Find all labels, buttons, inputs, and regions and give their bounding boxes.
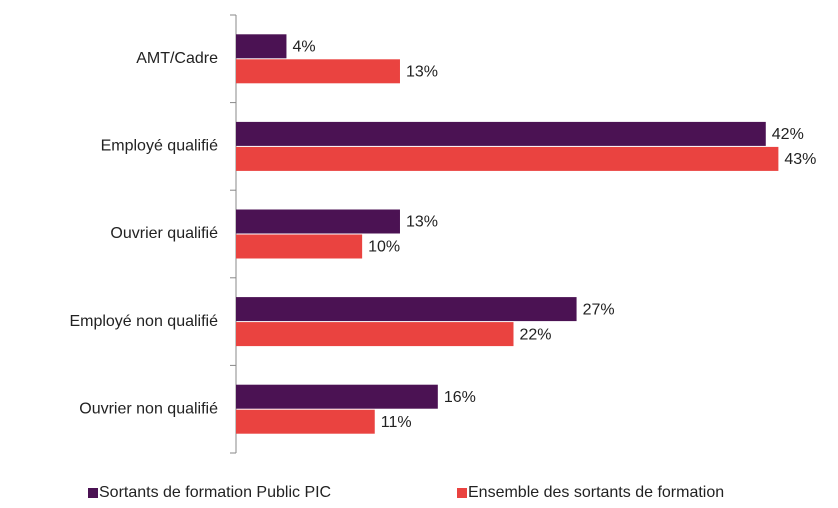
bar [236, 322, 514, 347]
legend-label: Sortants de formation Public PIC [99, 484, 331, 501]
value-label: 43% [784, 151, 816, 168]
value-label: 11% [381, 414, 412, 431]
bar [236, 146, 779, 171]
value-label: 10% [368, 239, 400, 256]
value-label: 42% [772, 126, 804, 143]
bar [236, 59, 400, 84]
bar [236, 409, 375, 434]
category-label: AMT/Cadre [136, 50, 218, 67]
bar [236, 121, 766, 146]
value-label: 27% [583, 301, 615, 318]
legend-swatch [457, 488, 467, 498]
value-label: 13% [406, 64, 438, 81]
category-label: Employé qualifié [101, 138, 219, 155]
legend-swatch [88, 488, 98, 498]
bar [236, 34, 287, 59]
value-label: 13% [406, 214, 438, 231]
bar [236, 297, 577, 322]
value-label: 4% [292, 39, 315, 56]
category-label: Ouvrier non qualifié [79, 400, 218, 417]
bar [236, 209, 400, 234]
value-label: 16% [444, 389, 476, 406]
value-label: 22% [520, 326, 552, 343]
legend-label: Ensemble des sortants de formation [468, 484, 724, 501]
category-label: Ouvrier qualifié [110, 225, 218, 242]
category-label: Employé non qualifié [69, 313, 218, 330]
bar [236, 384, 438, 409]
bar [236, 234, 363, 259]
